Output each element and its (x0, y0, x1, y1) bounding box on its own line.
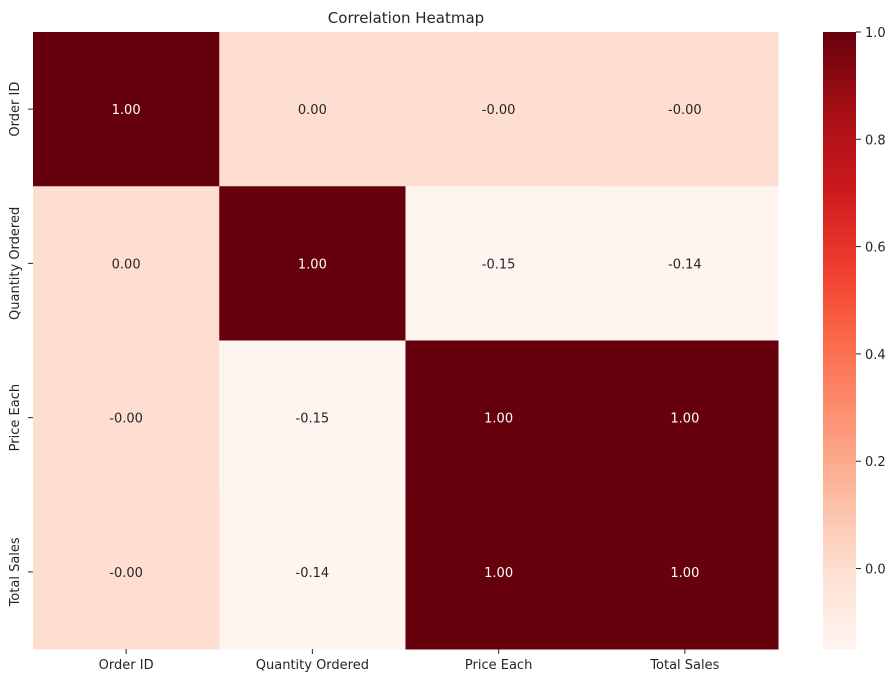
cell-annotation: 0.00 (298, 103, 327, 118)
cell-annotation: 1.00 (670, 412, 699, 427)
cell-annotation: -0.00 (109, 412, 143, 427)
heatmap-cell (405, 494, 593, 650)
heatmap-cell (405, 32, 593, 187)
cell-annotation: -0.00 (109, 566, 143, 581)
y-axis-ticks: Order ID Quantity Ordered Price Each Total … (8, 82, 33, 607)
cell-annotation: -0.15 (296, 412, 330, 427)
cell-annotation: 1.00 (670, 566, 699, 581)
heatmap-cell (591, 340, 779, 496)
heatmap-cell (219, 340, 406, 496)
cell-annotation: -0.00 (482, 103, 516, 118)
cell-annotation: -0.15 (482, 257, 516, 272)
heatmap-cell (591, 494, 779, 650)
colorbar-tick-label: 0.6 (865, 241, 886, 256)
cell-annotation: 1.00 (484, 566, 513, 581)
colorbar (823, 32, 856, 649)
colorbar-tick-label: 0.8 (865, 133, 886, 148)
x-axis-ticks: Order ID Quantity Ordered Price Each Total … (99, 649, 720, 673)
cell-annotation: 1.00 (112, 103, 141, 118)
heatmap-cell (33, 32, 220, 187)
heatmap-cell (591, 186, 779, 341)
colorbar-tick-label: 0.0 (865, 563, 886, 578)
colorbar-tick-label: 0.4 (865, 348, 886, 363)
cell-annotation: -0.00 (668, 103, 702, 118)
heatmap-cell (405, 340, 593, 496)
cell-annotation: -0.14 (296, 566, 330, 581)
cell-annotations: 1.00 0.00 -0.00 -0.00 0.00 1.00 -0.15 -0.14 -0.0… (109, 103, 701, 581)
cell-annotation: 1.00 (484, 412, 513, 427)
colorbar-tick-label: 1.0 (865, 26, 886, 41)
heatmap-cell (33, 494, 220, 650)
colorbar-tick-label: 0.2 (865, 455, 886, 470)
y-tick-label: Quantity Ordered (8, 207, 23, 320)
heatmap-cell (405, 186, 593, 341)
colorbar-ticks: 1.0 0.8 0.6 0.4 0.2 0.0 (856, 26, 886, 578)
heatmap-cell (219, 186, 406, 341)
heatmap-cell (33, 340, 220, 496)
x-tick-label: Price Each (465, 658, 532, 673)
cell-annotation: 0.00 (112, 257, 141, 272)
x-tick-label: Total Sales (649, 658, 719, 673)
heatmap-cell (33, 186, 220, 341)
cell-annotation: -0.14 (668, 257, 702, 272)
heatmap-cell (591, 32, 779, 187)
x-tick-label: Quantity Ordered (256, 658, 369, 673)
heatmap-cell (219, 32, 406, 187)
chart-title: Correlation Heatmap (328, 9, 484, 27)
cell-annotation: 1.00 (298, 257, 327, 272)
heatmap-cell (219, 494, 406, 650)
y-tick-label: Price Each (8, 384, 23, 451)
x-tick-label: Order ID (99, 658, 154, 673)
heatmap-cells (33, 32, 779, 650)
y-tick-label: Order ID (8, 82, 23, 137)
y-tick-label: Total Sales (8, 537, 23, 607)
